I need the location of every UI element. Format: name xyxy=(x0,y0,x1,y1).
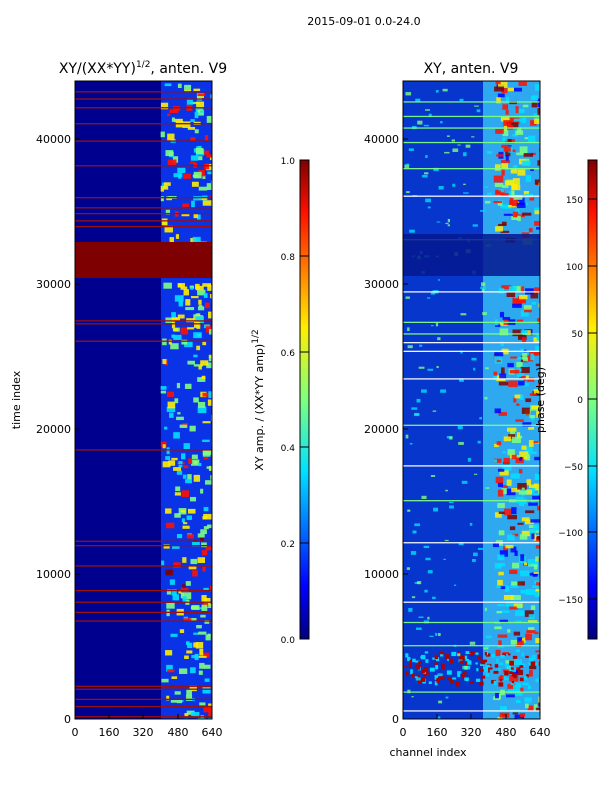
phase-xtick-2: 320 xyxy=(461,714,482,739)
amplitude-cbar-tick-4: 0.8 xyxy=(281,253,309,263)
amplitude-ytick-4: 40000 xyxy=(36,133,80,146)
amplitude-xtick-3: 480 xyxy=(168,714,189,739)
amplitude-ytick-label-3: 30000 xyxy=(36,278,71,291)
amplitude-title-exp: 1/2 xyxy=(136,60,150,70)
phase-cbar-tick-4: 50 xyxy=(572,330,597,340)
amplitude-title-main: XY/(XX*YY) xyxy=(59,61,136,77)
phase-xtick-3: 480 xyxy=(496,714,517,739)
amplitude-colorbar-label: XY amp. / (XX*YY amp) xyxy=(253,344,266,471)
phase-cbar-tick-2: −50 xyxy=(564,463,597,473)
phase-ytick-1: 10000 xyxy=(364,568,408,581)
amplitude-ytick-label-2: 20000 xyxy=(36,423,71,436)
phase-heatmap xyxy=(403,81,540,719)
phase-ytick-4: 40000 xyxy=(364,133,408,146)
phase-cbar-label-2: −50 xyxy=(564,463,583,473)
amplitude-cbar-label-5: 1.0 xyxy=(281,157,296,167)
amplitude-x-ticks: 0 160 320 480 640 xyxy=(72,714,223,739)
figure-title: 2015-09-01 0.0-24.0 xyxy=(307,15,420,28)
amplitude-xtick-4: 640 xyxy=(202,714,223,739)
phase-xtick-0: 0 xyxy=(400,714,407,739)
amplitude-cbar-tick-0: 0.0 xyxy=(281,636,309,646)
phase-cbar-tick-1: −100 xyxy=(558,529,597,539)
phase-colorbar-label: phase (deg) xyxy=(534,367,547,433)
phase-cbar-tick-0: −150 xyxy=(558,596,597,606)
phase-ytick-label-2: 20000 xyxy=(364,423,399,436)
amplitude-cbar-tick-3: 0.6 xyxy=(281,349,309,359)
amplitude-ytick-label-1: 10000 xyxy=(36,568,71,581)
phase-xtick-label-1: 160 xyxy=(427,726,448,739)
phase-cbar-label-6: 150 xyxy=(566,196,583,206)
phase-ytick-3: 30000 xyxy=(364,278,408,291)
amplitude-xtick-0: 0 xyxy=(72,714,79,739)
phase-xtick-label-4: 640 xyxy=(530,726,551,739)
amplitude-colorbar-gradient xyxy=(299,159,310,640)
amplitude-colorbar-label-exp: 1/2 xyxy=(251,329,261,343)
amplitude-xtick-label-3: 480 xyxy=(168,726,189,739)
phase-ytick-label-3: 30000 xyxy=(364,278,399,291)
amplitude-xtick-label-1: 160 xyxy=(99,726,120,739)
amplitude-ytick-3: 30000 xyxy=(36,278,80,291)
amplitude-cbar-label-1: 0.2 xyxy=(281,540,295,550)
phase-xtick-label-0: 0 xyxy=(400,726,407,739)
phase-y-ticks: 0 10000 20000 30000 40000 xyxy=(364,133,408,726)
phase-cbar-label-1: −100 xyxy=(558,529,583,539)
phase-ytick-label-4: 40000 xyxy=(364,133,399,146)
amplitude-ytick-1: 10000 xyxy=(36,568,80,581)
phase-panel: XY, anten. V9 0 10000 20000 30000 40000 … xyxy=(364,61,598,759)
phase-cbar-tick-6: 150 xyxy=(566,196,597,206)
amplitude-ytick-2: 20000 xyxy=(36,423,80,436)
amplitude-colorbar-title: XY amp. / (XX*YY amp)1/2 xyxy=(251,329,266,470)
phase-cbar-tick-5: 100 xyxy=(566,263,597,273)
amplitude-xtick-label-2: 320 xyxy=(133,726,154,739)
amplitude-title: XY/(XX*YY)1/2, anten. V9 xyxy=(59,60,227,77)
amplitude-xtick-label-4: 640 xyxy=(202,726,223,739)
amplitude-ytick-label-4: 40000 xyxy=(36,133,71,146)
amplitude-xtick-1: 160 xyxy=(99,714,120,739)
amplitude-title-suffix: , anten. V9 xyxy=(150,61,227,77)
amplitude-cbar-tick-2: 0.4 xyxy=(281,444,309,454)
phase-xtick-label-2: 320 xyxy=(461,726,482,739)
amplitude-y-ticks: 0 10000 20000 30000 40000 xyxy=(36,133,80,726)
amplitude-cbar-label-0: 0.0 xyxy=(281,636,296,646)
phase-colorbar: −150 −100 −50 0 50 100 150 phase (deg) xyxy=(534,159,598,640)
amplitude-colorbar: 0.0 0.2 0.4 0.6 0.8 1.0 XY amp. / (XX*YY… xyxy=(251,157,310,646)
phase-cbar-label-4: 50 xyxy=(572,330,584,340)
phase-cbar-label-0: −150 xyxy=(558,596,583,606)
phase-xtick-label-3: 480 xyxy=(496,726,517,739)
phase-ytick-0: 0 xyxy=(392,713,408,726)
phase-xtick-1: 160 xyxy=(427,714,448,739)
phase-x-ticks: 0 160 320 480 640 xyxy=(400,714,551,739)
amplitude-ytick-label-0: 0 xyxy=(64,713,71,726)
amplitude-panel: XY/(XX*YY)1/2, anten. V9 0 10000 20000 3… xyxy=(10,60,310,739)
amplitude-cbar-tick-1: 0.2 xyxy=(281,540,309,550)
phase-cbar-label-3: 0 xyxy=(577,396,583,406)
amplitude-xtick-2: 320 xyxy=(133,714,154,739)
amplitude-ytick-0: 0 xyxy=(64,713,80,726)
amplitude-ylabel: time index xyxy=(10,370,23,429)
phase-xtick-4: 640 xyxy=(530,714,551,739)
amplitude-cbar-tick-5: 1.0 xyxy=(281,157,309,167)
phase-ytick-2: 20000 xyxy=(364,423,408,436)
phase-title: XY, anten. V9 xyxy=(424,61,519,77)
amplitude-heatmap xyxy=(75,81,212,719)
amplitude-xtick-label-0: 0 xyxy=(72,726,79,739)
phase-xlabel: channel index xyxy=(389,746,467,759)
amplitude-cbar-label-2: 0.4 xyxy=(281,444,296,454)
phase-cbar-tick-3: 0 xyxy=(577,396,597,406)
phase-ytick-label-0: 0 xyxy=(392,713,399,726)
phase-ytick-label-1: 10000 xyxy=(364,568,399,581)
amplitude-cbar-label-3: 0.6 xyxy=(281,349,296,359)
phase-cbar-label-5: 100 xyxy=(566,263,583,273)
amplitude-cbar-label-4: 0.8 xyxy=(281,253,296,263)
